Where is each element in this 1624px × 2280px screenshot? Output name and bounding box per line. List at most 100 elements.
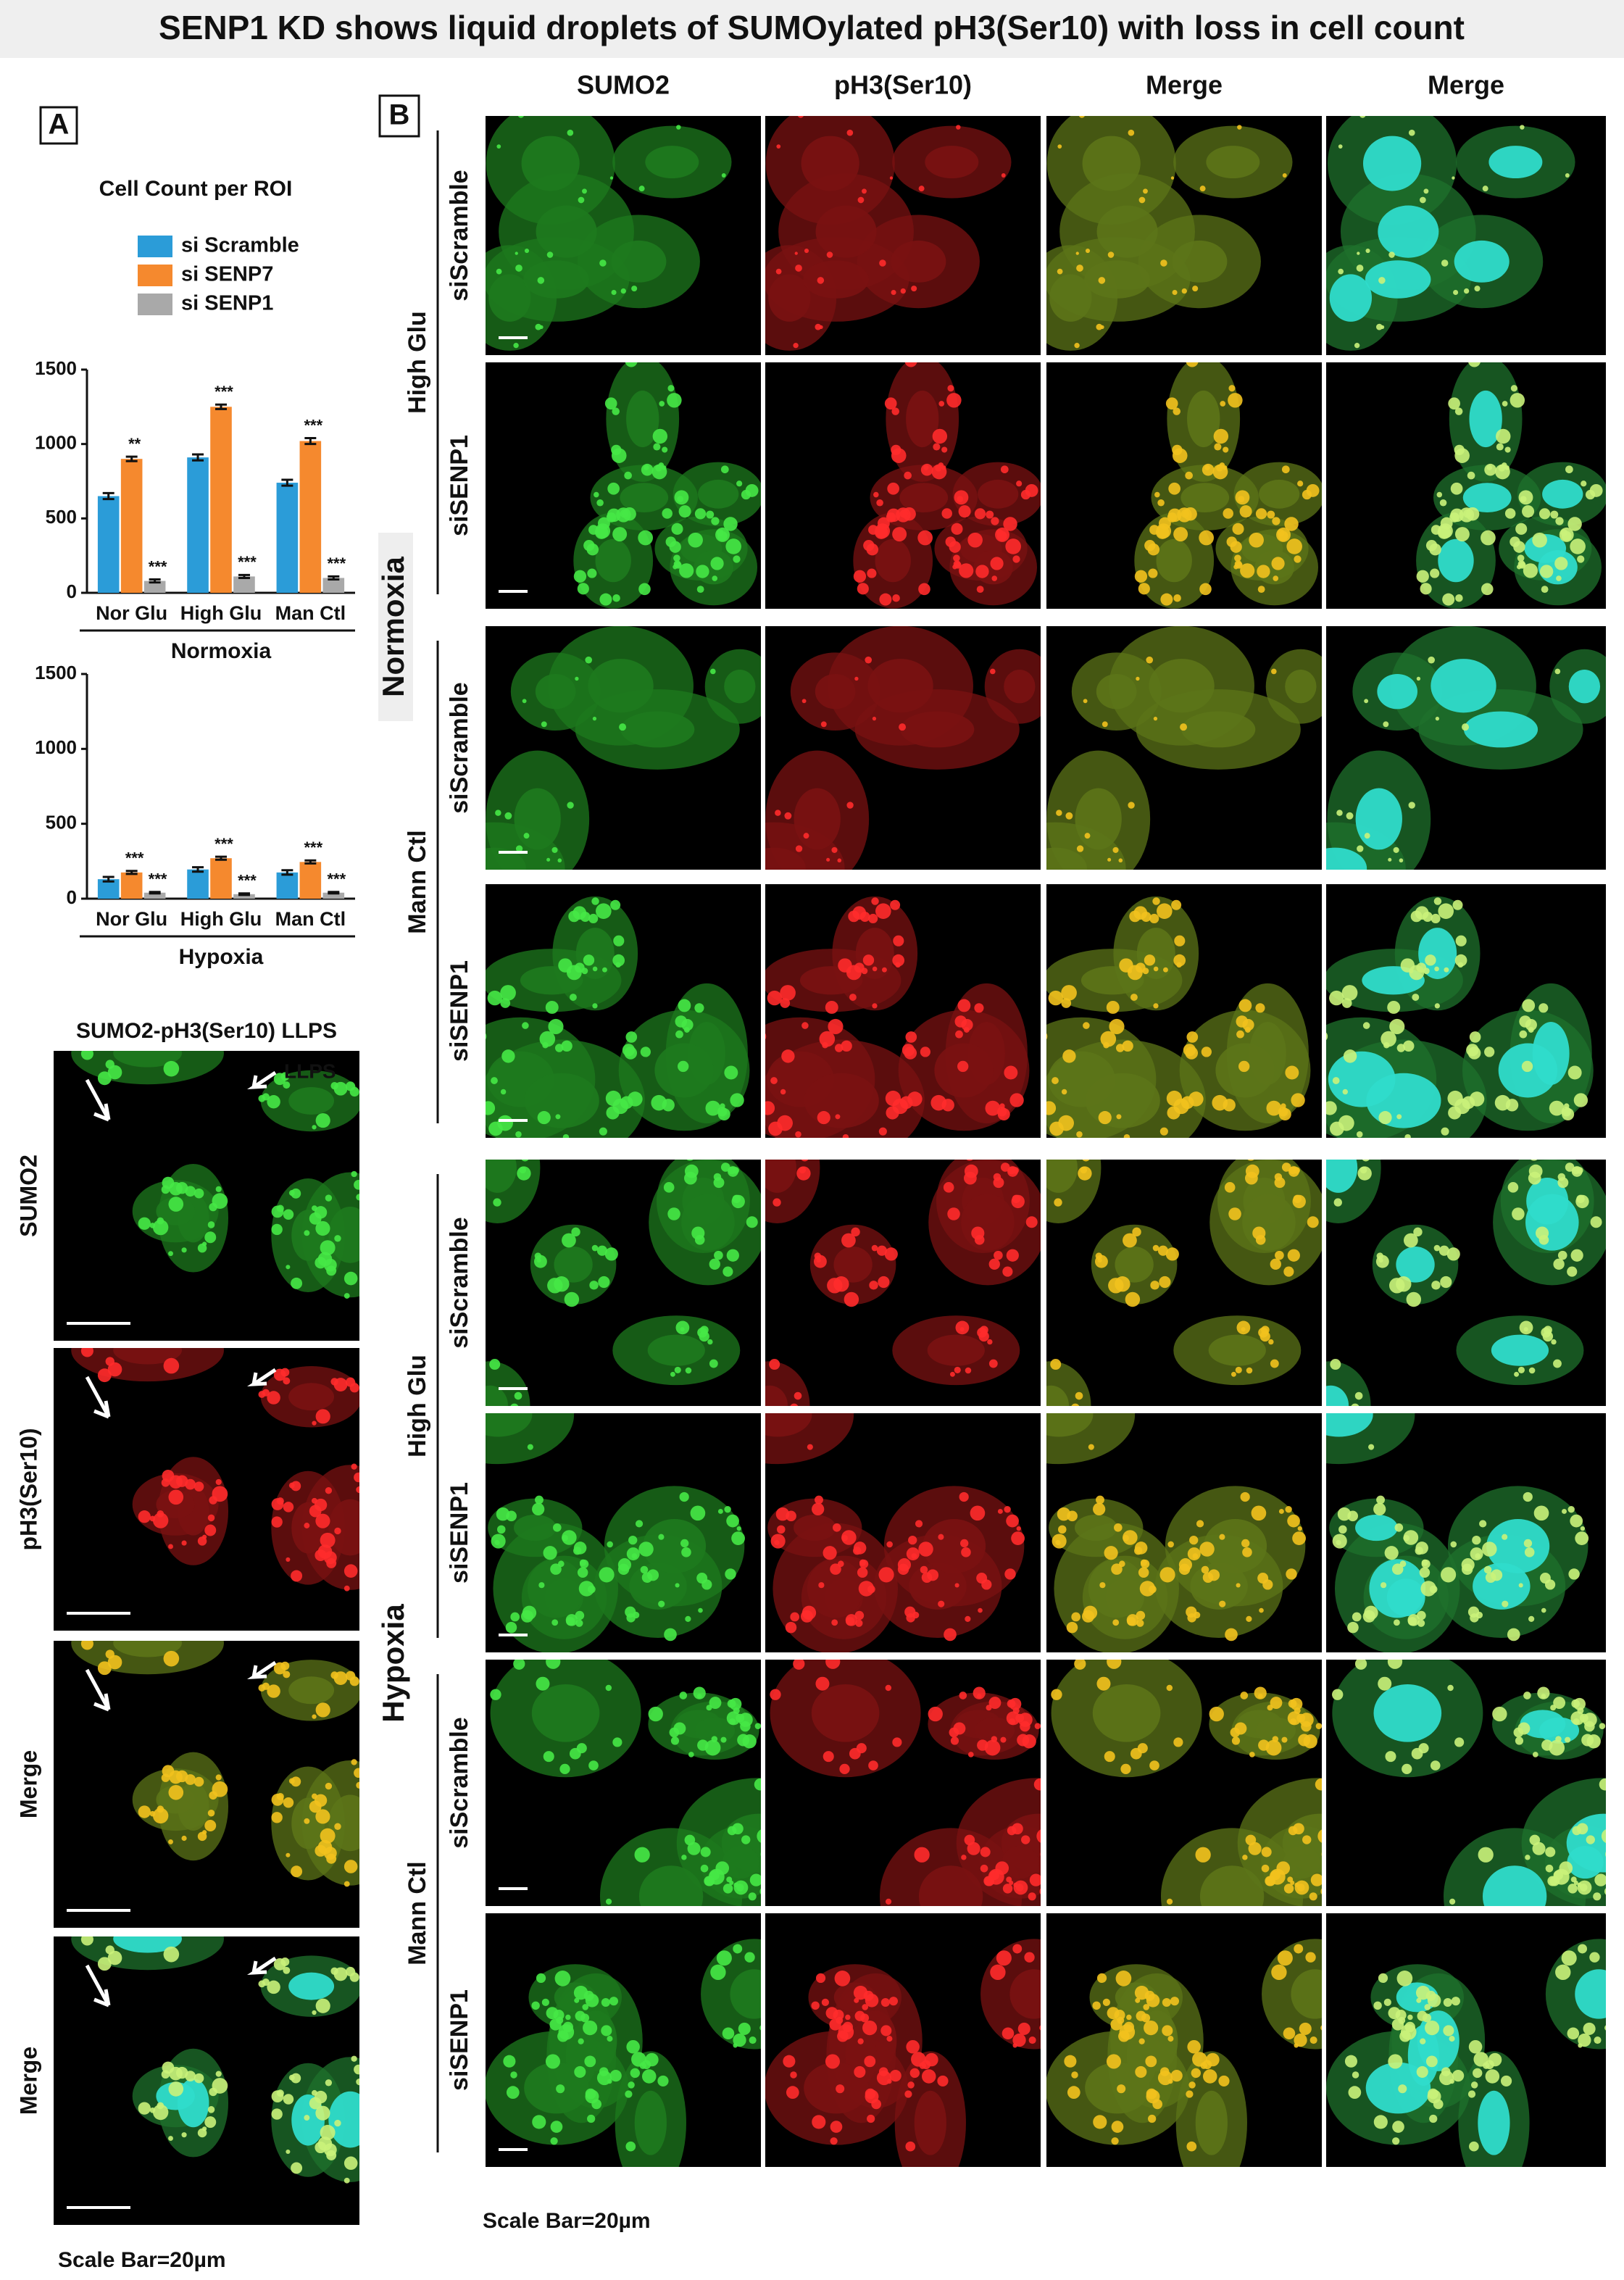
droplet [346,1671,356,1681]
arrow [85,1376,111,1419]
nucleus [288,1383,335,1411]
droplet [286,1557,291,1562]
droplet [640,1565,649,1574]
droplet [1528,1367,1536,1374]
droplet [1242,1019,1254,1031]
droplet [193,1481,204,1491]
nucleus [899,483,949,513]
droplet [181,2132,187,2138]
droplet [1294,1944,1304,1954]
y-tick-label: 500 [46,812,77,833]
droplet [707,1339,713,1345]
droplet [612,1098,628,1115]
nucleus [1136,928,1175,980]
nucleus [1082,136,1141,191]
nucleus [611,240,667,283]
droplet [812,2115,826,2129]
arrow [246,1368,277,1387]
droplet [965,1367,972,1374]
droplet [1368,1444,1375,1450]
droplet [1098,1110,1112,1125]
droplet [783,2055,796,2068]
droplet [974,1003,984,1013]
droplet [1403,1040,1415,1052]
droplet [749,2036,757,2044]
droplet [1277,1950,1293,1966]
nucleus [1085,1073,1160,1128]
droplet [705,1100,721,1116]
droplet [1123,1233,1137,1248]
droplet [625,1031,638,1043]
droplet [610,899,621,910]
droplet [1423,2013,1432,2023]
droplet [107,1950,122,1965]
droplet [1017,2022,1030,2035]
row-label: siSENP1 [446,960,473,1062]
droplet [491,1077,498,1084]
nucleus [765,1385,788,1406]
droplet [1123,1534,1129,1542]
droplet [215,2071,222,2077]
droplet [1387,1660,1403,1669]
droplet [709,1258,720,1270]
droplet [1556,575,1562,581]
droplet [496,144,501,149]
droplet [696,565,709,578]
droplet [1601,1829,1606,1843]
droplet [588,525,599,535]
droplet [1586,1734,1601,1749]
nucleus [1469,390,1502,448]
droplet [904,471,912,480]
droplet [631,286,638,292]
bar [143,892,166,899]
row-label: pH3(Ser10) [15,1428,41,1551]
droplet [857,196,865,204]
micrograph [765,884,1041,1138]
droplet [1604,1888,1606,1895]
droplet [1130,994,1138,1002]
droplet [366,1775,380,1789]
droplet [375,1802,384,1811]
droplet [1554,668,1561,675]
droplet [907,2081,915,2089]
droplet [748,1892,757,1901]
group-label: Mann Ctl [404,830,431,934]
droplet [258,1980,266,1988]
droplet [676,125,681,130]
droplet [1425,2021,1440,2036]
droplet [796,1166,811,1181]
droplet [884,1247,898,1261]
droplet [834,1971,851,1986]
nucleus [328,1207,359,1263]
droplet [716,1950,732,1966]
droplet [496,1525,506,1534]
droplet [1148,2114,1157,2123]
droplet [836,2084,845,2094]
droplet [710,557,724,570]
droplet [1156,1144,1167,1155]
droplet [1504,465,1510,470]
droplet [375,1214,384,1223]
nucleus [634,2090,667,2155]
droplet [504,812,512,820]
droplet [1496,428,1511,444]
nucleus [722,1846,759,1879]
droplet [1567,1505,1575,1513]
significance: *** [238,553,257,571]
group-label: Hypoxia [179,945,264,969]
droplet [688,532,703,548]
droplet [462,1162,466,1166]
droplet [690,1505,706,1521]
droplet [556,2084,565,2094]
droplet [1492,2187,1497,2192]
droplet [1111,1563,1123,1575]
droplet [1084,833,1091,839]
droplet [869,1281,878,1290]
droplet [1522,505,1535,518]
droplet [1388,2054,1403,2069]
bar [187,869,209,899]
droplet [486,1033,487,1040]
droplet [1472,1535,1481,1545]
panel-label-box [39,106,78,145]
droplet [891,289,896,296]
